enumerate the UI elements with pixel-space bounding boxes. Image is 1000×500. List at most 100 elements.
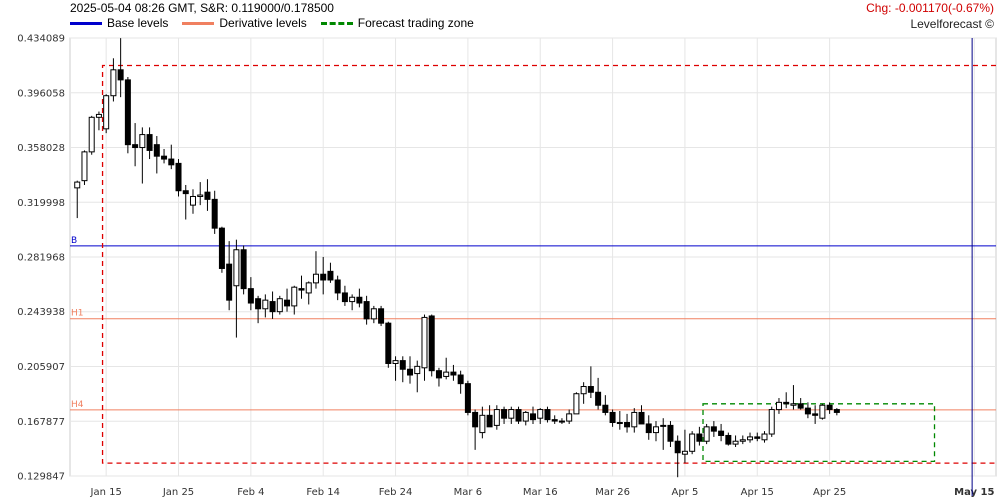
candle-up: [775, 401, 782, 411]
candle-down: [725, 434, 732, 445]
candle-up: [660, 424, 667, 427]
candle-down: [146, 134, 153, 151]
candle-up: [493, 409, 500, 426]
legend-swatch-derivative: [182, 21, 215, 25]
x-tick-label: Apr 25: [813, 487, 846, 498]
candle-up: [566, 413, 573, 422]
candle-up: [631, 411, 638, 428]
forecast-zone: [702, 403, 936, 463]
candle-down: [696, 433, 703, 442]
candle-up: [276, 298, 283, 313]
candle-up: [349, 296, 356, 303]
candle-down: [645, 423, 652, 434]
candle-up: [790, 403, 797, 406]
chart-legend: Base levels Derivative levels Forecast t…: [70, 16, 474, 30]
x-tick-label: Jan 15: [90, 487, 122, 498]
candle-down: [602, 404, 609, 413]
candle-down: [168, 158, 175, 166]
candle-down: [472, 411, 479, 428]
candle-down: [515, 409, 522, 422]
candle-down: [327, 270, 334, 281]
candle-down: [435, 370, 442, 379]
candle-up: [189, 195, 196, 206]
y-tick-label: 0.319998: [17, 198, 65, 209]
candle-down: [334, 279, 341, 294]
candle-down: [204, 191, 211, 200]
candle-up: [732, 440, 739, 445]
legend-item-base: Base levels: [70, 16, 168, 30]
candle-down: [298, 288, 305, 291]
candle-up: [312, 273, 319, 284]
y-tick-label: 0.243938: [17, 307, 65, 318]
x-tick-label: Feb 4: [237, 487, 264, 498]
candle-down: [486, 414, 493, 428]
candle-down: [674, 440, 681, 454]
candle-up: [233, 249, 240, 287]
candle-up: [747, 436, 754, 441]
candle-down: [132, 144, 139, 149]
candle-down: [363, 301, 370, 320]
candle-up: [573, 393, 580, 415]
candle-down: [595, 391, 602, 406]
y-tick-label: 0.396058: [17, 88, 65, 99]
candle-up: [88, 116, 95, 153]
candle-up: [819, 404, 826, 419]
x-tick-label: Feb 24: [379, 487, 413, 498]
candle-up: [95, 113, 102, 118]
y-tick-label: 0.358028: [17, 143, 65, 154]
y-tick-label: 0.167877: [17, 417, 65, 428]
candle-down: [284, 299, 291, 307]
candle-up: [110, 69, 117, 97]
y-tick-label: 0.281968: [17, 253, 65, 264]
candle-down: [175, 162, 182, 192]
brand-watermark: Levelforecast ©: [910, 17, 994, 31]
candle-up: [262, 299, 269, 310]
chart-info-text: 2025-05-04 08:26 GMT, S&R: 0.119000/0.17…: [70, 1, 334, 15]
candle-up: [508, 409, 515, 419]
x-tick-label: May 15: [954, 487, 994, 498]
x-tick-label: Jan 25: [162, 487, 194, 498]
candle-down: [530, 413, 536, 421]
candle-up: [81, 151, 88, 182]
candle-up: [689, 433, 696, 452]
candle-down: [124, 79, 131, 146]
candle-up: [414, 365, 421, 375]
candle-up: [558, 420, 565, 423]
candle-down: [385, 322, 392, 364]
candle-down: [320, 273, 327, 281]
level-label: H1: [71, 309, 84, 319]
candle-down: [718, 430, 725, 436]
candle-down: [667, 424, 674, 442]
candle-down: [356, 296, 363, 304]
candle-down: [587, 386, 594, 393]
candle-down: [161, 155, 168, 160]
candle-down: [226, 263, 233, 301]
candle-down: [464, 383, 471, 413]
x-tick-label: Feb 14: [306, 487, 340, 498]
legend-label-derivative: Derivative levels: [219, 16, 307, 30]
candle-down: [153, 144, 160, 157]
candle-down: [609, 411, 616, 424]
y-tick-label: 0.434089: [17, 34, 65, 45]
candle-up: [443, 371, 450, 377]
candle-up: [197, 194, 204, 197]
candle-down: [833, 409, 840, 413]
level-label: H4: [71, 400, 84, 410]
candle-down: [428, 315, 435, 372]
candle-down: [624, 422, 631, 428]
candle-down: [812, 413, 819, 416]
candle-down: [638, 411, 645, 425]
range-box: [101, 64, 996, 464]
candle-up: [370, 308, 377, 320]
candle-up: [616, 422, 623, 425]
y-tick-label: 0.205907: [17, 362, 65, 373]
candle-down: [341, 292, 348, 303]
candle-up: [537, 409, 544, 419]
candle-down: [117, 69, 124, 81]
candle-up: [139, 134, 146, 149]
level-label: B: [71, 236, 77, 246]
candle-down: [378, 308, 385, 324]
candle-up: [703, 426, 710, 442]
candle-down: [240, 249, 247, 290]
